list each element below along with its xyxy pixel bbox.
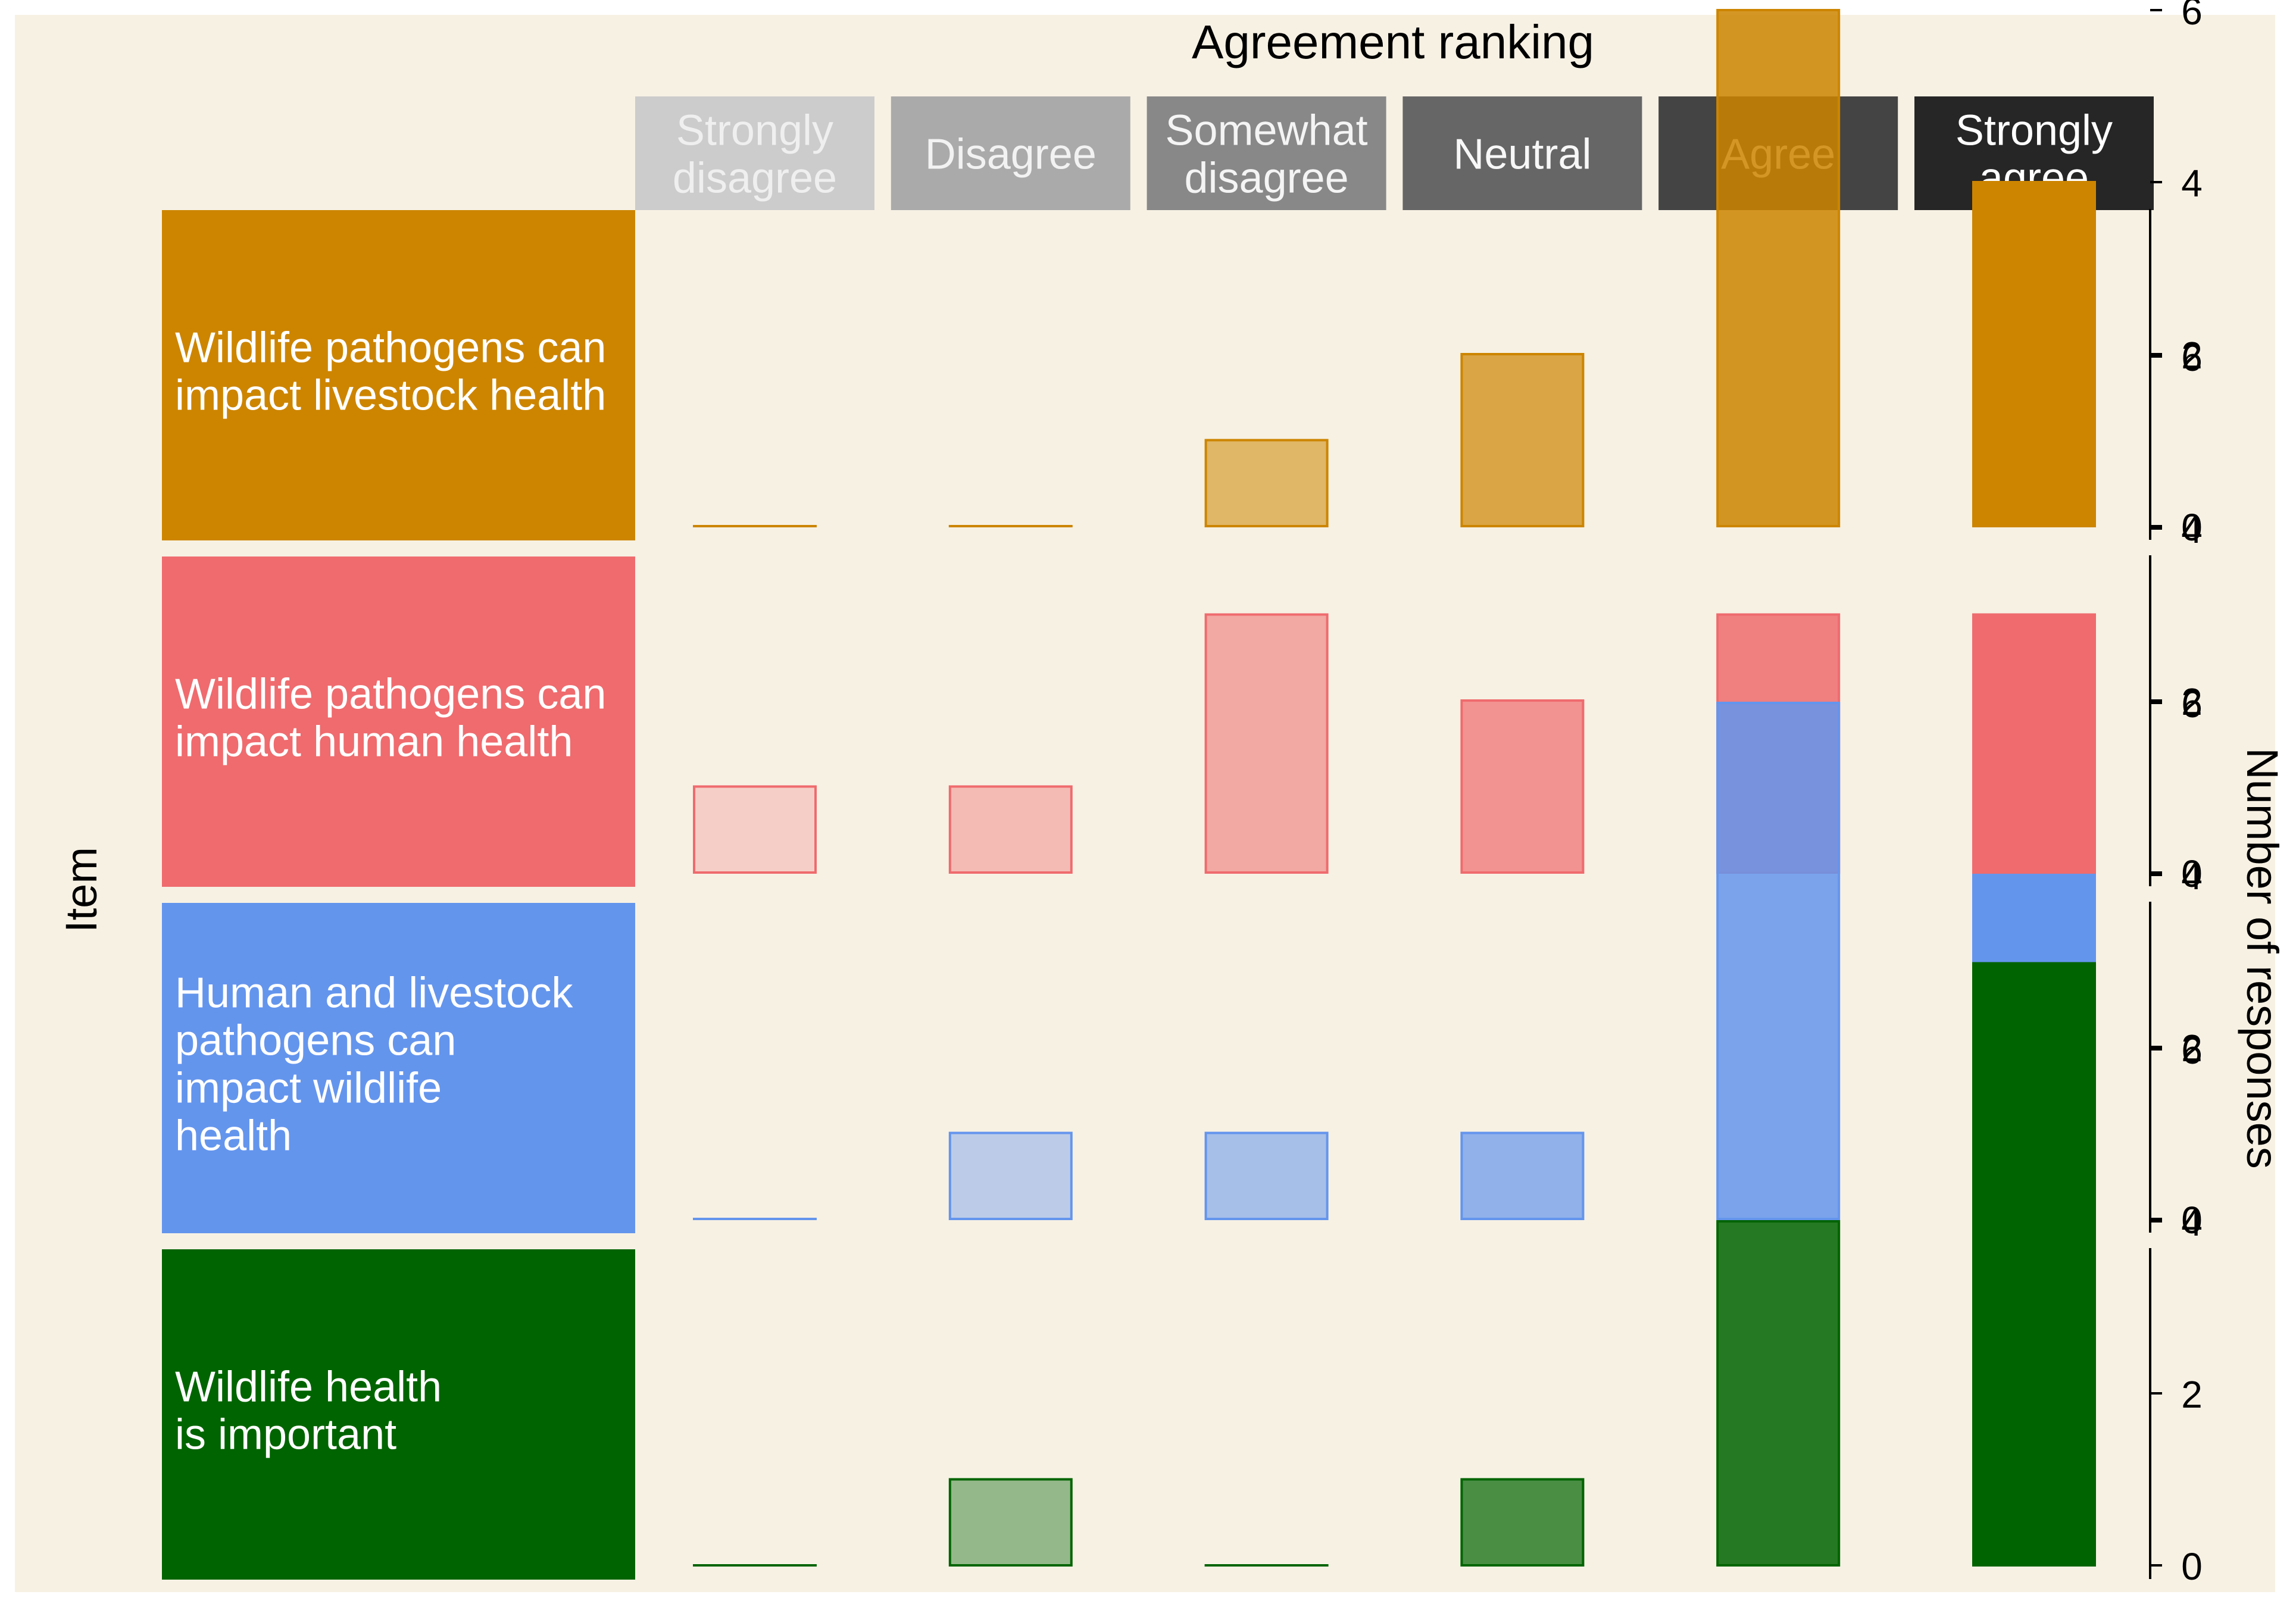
row-label-wildlife-health-is-important: Wildlife health <box>175 1364 442 1411</box>
y-tick-label-wildlife-pathogens-can-impact-human-health-0: 0 <box>2181 852 2203 895</box>
y-tick-label-human-and-livestock-pathogens-can-impact-wildlife-health-2: 2 <box>2181 1027 2203 1070</box>
chart-title: Agreement ranking <box>1192 15 1594 68</box>
y-tick-label-wildlife-pathogens-can-impact-livestock-health-0: 0 <box>2181 506 2203 549</box>
bar-wildlife-pathogens-can-impact-human-health-strongly-disagree <box>693 785 817 874</box>
y-tick-label-human-and-livestock-pathogens-can-impact-wildlife-health-4: 4 <box>2181 855 2203 898</box>
header-label-strongly-disagree: Strongly <box>676 107 833 155</box>
row-strip-wildlife-pathogens-can-impact-human-health <box>162 556 635 887</box>
y-tick-label-wildlife-pathogens-can-impact-human-health-2: 2 <box>2181 680 2203 723</box>
header-label-neutral: Neutral <box>1453 131 1591 179</box>
y-tick-label-wildlife-health-is-important-2: 2 <box>2181 1373 2203 1416</box>
y-tick-label-human-and-livestock-pathogens-can-impact-wildlife-health-0: 0 <box>2181 1199 2203 1242</box>
row-strip-human-and-livestock-pathogens-can-impact-wildlife-health <box>162 903 635 1233</box>
header-label-strongly-disagree: disagree <box>673 155 837 202</box>
bar-wildlife-pathogens-can-impact-livestock-health-somewhat-disagree <box>1204 439 1329 527</box>
bar-wildlife-pathogens-can-impact-livestock-health-neutral <box>1460 353 1585 527</box>
bar-human-and-livestock-pathogens-can-impact-wildlife-health-agree <box>1716 702 1841 1220</box>
y-tick-label-wildlife-pathogens-can-impact-livestock-health-4: 4 <box>2181 162 2203 205</box>
y-tick-label-wildlife-pathogens-can-impact-livestock-health-6: 6 <box>2181 0 2203 33</box>
bar-human-and-livestock-pathogens-can-impact-wildlife-health-neutral <box>1460 1131 1585 1220</box>
row-label-human-and-livestock-pathogens-can-impact-wildlife-health: impact wildlife <box>175 1065 442 1112</box>
header-label-somewhat-disagree: Somewhat <box>1166 107 1368 155</box>
bar-human-and-livestock-pathogens-can-impact-wildlife-health-disagree <box>948 1131 1073 1220</box>
y-tick-label-wildlife-health-is-important-4: 4 <box>2181 1201 2203 1244</box>
bar-wildlife-health-is-important-disagree <box>948 1478 1073 1567</box>
y-tick-label-human-and-livestock-pathogens-can-impact-wildlife-health-6: 6 <box>2181 683 2203 726</box>
header-label-strongly-agree: Strongly <box>1955 107 2113 155</box>
row-label-human-and-livestock-pathogens-can-impact-wildlife-health: Human and livestock <box>175 970 573 1017</box>
row-label-human-and-livestock-pathogens-can-impact-wildlife-health: pathogens can <box>175 1017 456 1065</box>
header-strip-disagree <box>891 96 1130 210</box>
row-label-wildlife-pathogens-can-impact-livestock-health: Wildlife pathogens can <box>175 324 606 372</box>
bar-wildlife-pathogens-can-impact-human-health-strongly-agree <box>1972 613 2096 874</box>
y-tick-label-wildlife-health-is-important-6: 6 <box>2181 1029 2203 1072</box>
row-strip-wildlife-pathogens-can-impact-livestock-health <box>162 210 635 540</box>
bar-human-and-livestock-pathogens-can-impact-wildlife-health-somewhat-disagree <box>1204 1131 1329 1220</box>
header-label-somewhat-disagree: disagree <box>1185 155 1349 202</box>
bar-wildlife-pathogens-can-impact-human-health-somewhat-disagree <box>1204 613 1329 874</box>
bar-wildlife-health-is-important-agree <box>1716 1220 1841 1567</box>
row-strip-wildlife-health-is-important <box>162 1249 635 1580</box>
row-label-wildlife-pathogens-can-impact-human-health: Wildlife pathogens can <box>175 671 606 718</box>
header-strip-somewhat-disagree <box>1147 96 1386 210</box>
bar-wildlife-pathogens-can-impact-human-health-neutral <box>1460 699 1585 874</box>
bar-wildlife-pathogens-can-impact-livestock-health-strongly-agree <box>1972 181 2096 527</box>
bar-wildlife-pathogens-can-impact-human-health-disagree <box>948 785 1073 874</box>
y-tick-label-wildlife-pathogens-can-impact-human-health-4: 4 <box>2181 508 2203 551</box>
row-label-wildlife-pathogens-can-impact-human-health: impact human health <box>175 718 573 766</box>
item-axis-title: Item <box>57 847 106 933</box>
y-tick-label-wildlife-pathogens-can-impact-human-health-6: 6 <box>2181 336 2203 379</box>
row-label-wildlife-pathogens-can-impact-livestock-health: impact livestock health <box>175 372 606 420</box>
bar-wildlife-health-is-important-strongly-agree <box>1972 962 2096 1567</box>
row-label-wildlife-health-is-important: is important <box>175 1411 396 1459</box>
header-strip-neutral <box>1402 96 1642 210</box>
bar-wildlife-health-is-important-neutral <box>1460 1478 1585 1567</box>
bar-wildlife-pathogens-can-impact-livestock-health-agree <box>1716 9 1841 527</box>
y-axis-title: Number of responses <box>2238 748 2287 1168</box>
row-label-human-and-livestock-pathogens-can-impact-wildlife-health: health <box>175 1112 292 1160</box>
header-label-disagree: Disagree <box>925 131 1097 179</box>
y-tick-label-wildlife-health-is-important-0: 0 <box>2181 1545 2203 1588</box>
y-tick-label-wildlife-pathogens-can-impact-livestock-health-2: 2 <box>2181 334 2203 377</box>
header-strip-strongly-disagree <box>635 96 874 210</box>
